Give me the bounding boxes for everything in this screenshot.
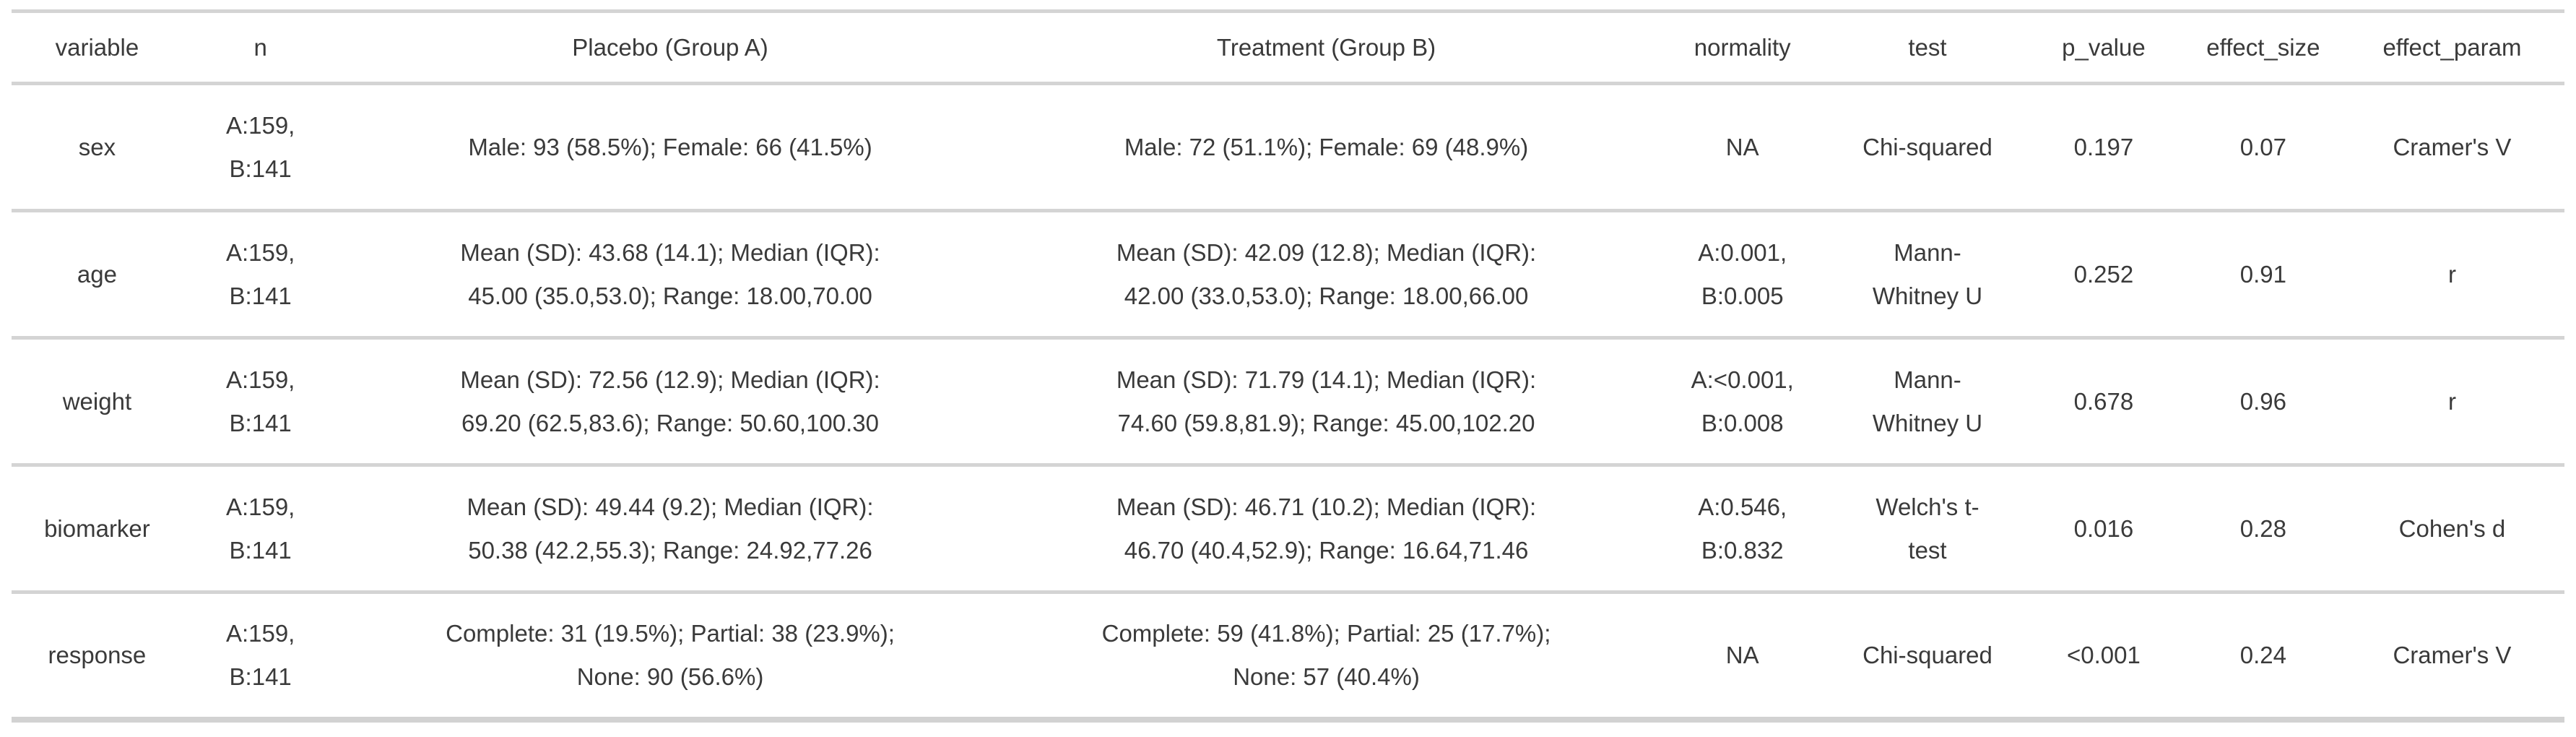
cell-n: A:159, B:141: [225, 366, 295, 436]
cell-group-a: Mean (SD): 49.44 (9.2); Median (IQR): 50…: [467, 494, 874, 564]
cell-p-value: 0.197: [2073, 133, 2134, 160]
cell-test: Welch's t- test: [1875, 494, 1979, 564]
cell-test: Mann- Whitney U: [1872, 366, 1983, 436]
cell-effect-param: Cohen's d: [2398, 514, 2506, 542]
cell-group-b: Male: 72 (51.1%); Female: 69 (48.9%): [1124, 133, 1529, 160]
cell-normality: A:0.001, B:0.005: [1698, 239, 1787, 309]
cell-group-a: Mean (SD): 43.68 (14.1); Median (IQR): 4…: [460, 239, 880, 309]
cell-group-a: Complete: 31 (19.5%); Partial: 38 (23.9%…: [446, 620, 895, 690]
column-header-effect-param: effect_param: [2382, 33, 2522, 61]
cell-p-value: 0.016: [2073, 514, 2134, 542]
cell-group-b: Mean (SD): 71.79 (14.1); Median (IQR): 7…: [1116, 366, 1537, 436]
statistical-summary-table: variable n Placebo (Group A) Treatment (…: [12, 9, 2564, 723]
cell-variable: biomarker: [44, 514, 150, 542]
cell-effect-size: 0.96: [2239, 387, 2286, 415]
cell-group-b: Complete: 59 (41.8%); Partial: 25 (17.7%…: [1101, 620, 1551, 690]
cell-group-b: Mean (SD): 42.09 (12.8); Median (IQR): 4…: [1116, 239, 1537, 309]
cell-normality: NA: [1725, 642, 1759, 669]
column-header-group-a: Placebo (Group A): [572, 33, 768, 61]
table-row: age A:159, B:141 Mean (SD): 43.68 (14.1)…: [12, 211, 2564, 338]
cell-n: A:159, B:141: [225, 239, 295, 309]
cell-effect-param: r: [2447, 260, 2456, 288]
table-row: sex A:159, B:141 Male: 93 (58.5%); Femal…: [12, 84, 2564, 211]
column-header-group-b: Treatment (Group B): [1216, 33, 1436, 61]
cell-effect-param: Cramer's V: [2393, 133, 2512, 160]
cell-variable: response: [48, 642, 147, 669]
cell-p-value: 0.252: [2073, 260, 2134, 288]
cell-effect-size: 0.07: [2239, 133, 2286, 160]
cell-test: Chi-squared: [1862, 642, 1992, 669]
cell-effect-size: 0.28: [2239, 514, 2286, 542]
table-row: weight A:159, B:141 Mean (SD): 72.56 (12…: [12, 338, 2564, 465]
header-row: variable n Placebo (Group A) Treatment (…: [12, 11, 2564, 84]
cell-n: A:159, B:141: [225, 494, 295, 564]
cell-p-value: 0.678: [2073, 387, 2134, 415]
cell-n: A:159, B:141: [225, 112, 295, 182]
cell-effect-size: 0.24: [2239, 642, 2286, 669]
column-header-p-value: p_value: [2062, 33, 2146, 61]
cell-variable: weight: [62, 387, 132, 415]
cell-n: A:159, B:141: [225, 620, 295, 690]
table-row: response A:159, B:141 Complete: 31 (19.5…: [12, 592, 2564, 720]
column-header-test: test: [1908, 33, 1947, 61]
cell-effect-param: r: [2447, 387, 2456, 415]
column-header-effect-size: effect_size: [2206, 33, 2320, 61]
cell-test: Chi-squared: [1862, 133, 1992, 160]
cell-group-a: Male: 93 (58.5%); Female: 66 (41.5%): [468, 133, 872, 160]
cell-variable: sex: [78, 133, 116, 160]
cell-group-b: Mean (SD): 46.71 (10.2); Median (IQR): 4…: [1116, 494, 1537, 564]
cell-p-value: <0.001: [2066, 642, 2141, 669]
cell-test: Mann- Whitney U: [1872, 239, 1983, 309]
cell-effect-size: 0.91: [2239, 260, 2286, 288]
cell-variable: age: [77, 260, 117, 288]
column-header-n: n: [253, 33, 267, 61]
column-header-variable: variable: [55, 33, 139, 61]
cell-effect-param: Cramer's V: [2393, 642, 2512, 669]
cell-group-a: Mean (SD): 72.56 (12.9); Median (IQR): 6…: [460, 366, 880, 436]
cell-normality: NA: [1725, 133, 1759, 160]
cell-normality: A:<0.001, B:0.008: [1691, 366, 1794, 436]
cell-normality: A:0.546, B:0.832: [1698, 494, 1787, 564]
column-header-normality: normality: [1694, 33, 1791, 61]
table-row: biomarker A:159, B:141 Mean (SD): 49.44 …: [12, 465, 2564, 592]
